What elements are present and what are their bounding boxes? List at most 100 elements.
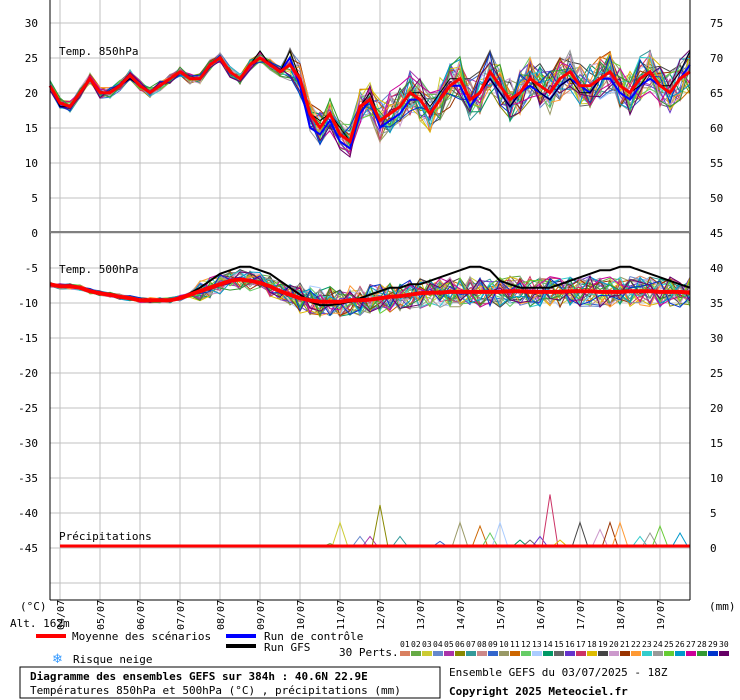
precip-member-spike bbox=[371, 504, 389, 548]
x-tick-label: 06/07 bbox=[136, 600, 147, 630]
pert-number: 02 bbox=[411, 640, 421, 649]
right-axis-unit: (mm) bbox=[709, 600, 736, 613]
precip-member-spike bbox=[641, 531, 659, 548]
footer-box bbox=[19, 666, 441, 699]
pert-number: 24 bbox=[653, 640, 663, 649]
x-tick-label: 15/07 bbox=[496, 600, 507, 630]
perts-color-legend: 01 02 03 04 05 06 07 08 09 10 11 12 13 14 15 16 17 18 19 20… bbox=[400, 640, 729, 656]
pert-number: 19 bbox=[598, 640, 608, 649]
pert-number: 01 bbox=[400, 640, 410, 649]
precip-member-spike bbox=[361, 535, 379, 548]
pert-number: 21 bbox=[620, 640, 630, 649]
pert-swatch bbox=[719, 651, 729, 656]
pert-swatch bbox=[477, 651, 487, 656]
right-tick-label: 5 bbox=[710, 507, 717, 520]
x-tick-label: 09/07 bbox=[256, 600, 267, 630]
x-tick-label: 16/07 bbox=[536, 600, 547, 630]
precip-member-spike bbox=[541, 494, 559, 548]
precip-member-spike bbox=[571, 520, 589, 548]
pert-swatch bbox=[697, 651, 707, 656]
snowflake-icon: ❄ bbox=[52, 652, 63, 667]
right-tick-label: 30 bbox=[710, 332, 723, 345]
pert-swatch bbox=[510, 651, 520, 656]
pert-swatch bbox=[653, 651, 663, 656]
precip-member-spike bbox=[531, 535, 549, 548]
x-tick-label: 19/07 bbox=[656, 600, 667, 630]
pert-swatch bbox=[433, 651, 443, 656]
pert-swatch bbox=[675, 651, 685, 656]
x-tick-label: 07/07 bbox=[176, 600, 187, 630]
pert-swatch bbox=[422, 651, 432, 656]
pert-number: 11 bbox=[510, 640, 520, 649]
pert-number: 13 bbox=[532, 640, 542, 649]
pert-swatch bbox=[466, 651, 476, 656]
axes bbox=[49, 0, 691, 601]
right-tick-label: 10 bbox=[710, 472, 723, 485]
pert-number: 27 bbox=[686, 640, 696, 649]
right-tick-label: 70 bbox=[710, 52, 723, 65]
precip-member-spike bbox=[451, 520, 469, 548]
panel-title-850: Temp. 850hPa bbox=[59, 45, 138, 58]
right-tick-label: 35 bbox=[710, 297, 723, 310]
pert-number: 10 bbox=[499, 640, 509, 649]
pert-number: 29 bbox=[708, 640, 718, 649]
right-tick-label: 60 bbox=[710, 122, 723, 135]
left-tick-label: 0 bbox=[31, 227, 38, 240]
x-tick-label: 14/07 bbox=[456, 600, 467, 630]
pert-swatch bbox=[455, 651, 465, 656]
pert-number: 03 bbox=[422, 640, 432, 649]
x-tick-label: 10/07 bbox=[296, 600, 307, 630]
right-tick-label: 15 bbox=[710, 437, 723, 450]
precip-member-spike bbox=[611, 520, 629, 548]
x-tick-label: 08/07 bbox=[216, 600, 227, 630]
pert-swatch bbox=[411, 651, 421, 656]
panel-title-500: Temp. 500hPa bbox=[59, 263, 138, 276]
precip-member-spike bbox=[651, 524, 669, 548]
right-tick-label: 25 bbox=[710, 367, 723, 380]
pert-swatch bbox=[444, 651, 454, 656]
left-axis-unit: (°C) bbox=[20, 600, 47, 613]
pert-swatch bbox=[521, 651, 531, 656]
precip-member-spike bbox=[631, 535, 649, 548]
x-tick-label: 13/07 bbox=[416, 600, 427, 630]
pert-swatch bbox=[686, 651, 696, 656]
pert-number: 06 bbox=[455, 640, 465, 649]
pert-swatch bbox=[708, 651, 718, 656]
footer-subtitle: Températures 850hPa et 500hPa (°C) , pré… bbox=[30, 684, 401, 697]
pert-swatch bbox=[631, 651, 641, 656]
pert-swatch bbox=[620, 651, 630, 656]
right-tick-label: 75 bbox=[710, 17, 723, 30]
footer-copyright: Copyright 2025 Meteociel.fr bbox=[449, 685, 628, 698]
x-tick-label: 11/07 bbox=[336, 600, 347, 630]
pert-number: 28 bbox=[697, 640, 707, 649]
member-850-line bbox=[49, 53, 691, 144]
precip-member-spike bbox=[481, 531, 499, 548]
footer-title: Diagramme des ensembles GEFS sur 384h : … bbox=[30, 670, 368, 683]
x-tick-label: 05/07 bbox=[96, 600, 107, 630]
pert-number: 15 bbox=[554, 640, 564, 649]
right-tick-label: 55 bbox=[710, 157, 723, 170]
right-tick-label: 20 bbox=[710, 402, 723, 415]
right-tick-label: 45 bbox=[710, 227, 723, 240]
left-tick-label: -35 bbox=[18, 472, 38, 485]
pert-number: 25 bbox=[664, 640, 674, 649]
pert-number: 20 bbox=[609, 640, 619, 649]
left-tick-label: 5 bbox=[31, 192, 38, 205]
left-tick-label: -15 bbox=[18, 332, 38, 345]
pert-swatch bbox=[598, 651, 608, 656]
left-axis-ticks: 30 25 20 15 10 5 0 -5 -10 -15 -20 -25 -30 -35 -40 -45 bbox=[18, 17, 38, 555]
pert-number: 16 bbox=[565, 640, 575, 649]
pert-number: 08 bbox=[477, 640, 487, 649]
pert-number: 04 bbox=[433, 640, 443, 649]
pert-swatch bbox=[565, 651, 575, 656]
pert-swatch bbox=[642, 651, 652, 656]
x-tick-label: 18/07 bbox=[616, 600, 627, 630]
legend-gfs-label: Run GFS bbox=[264, 641, 310, 654]
x-tick-label: 17/07 bbox=[576, 600, 587, 630]
precip-member-spike bbox=[331, 520, 349, 548]
pert-number: 30 bbox=[719, 640, 729, 649]
left-tick-label: -30 bbox=[18, 437, 38, 450]
mean-850-line bbox=[48, 55, 691, 144]
right-tick-label: 40 bbox=[710, 262, 723, 275]
main-series bbox=[48, 49, 691, 548]
